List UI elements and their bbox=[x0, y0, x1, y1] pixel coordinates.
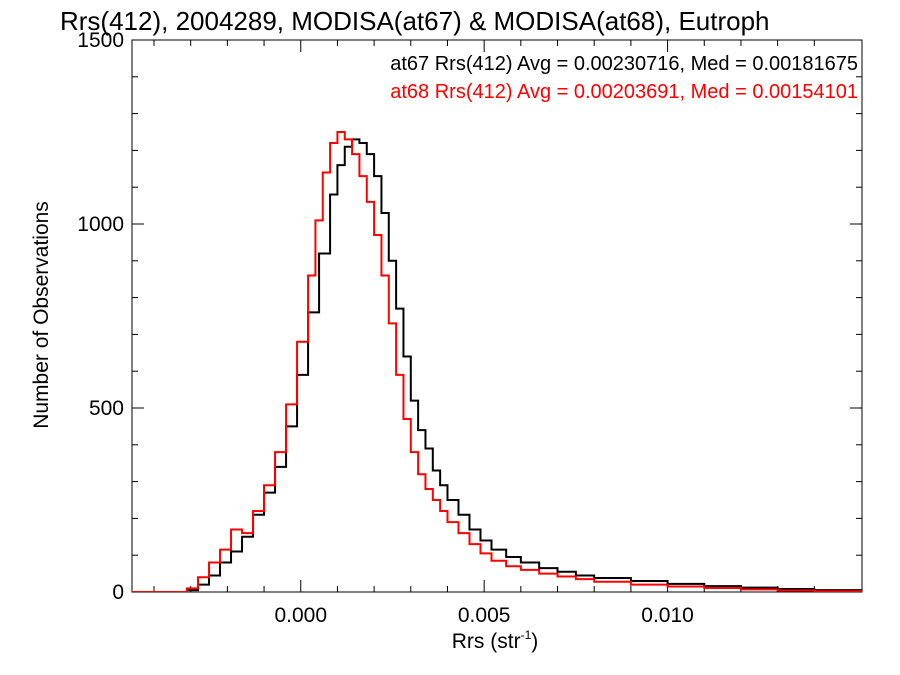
x-axis-label-main: Rrs (str bbox=[452, 630, 521, 653]
x-tick-label: 0.010 bbox=[641, 604, 694, 627]
x-axis-label-superscript: -1 bbox=[521, 628, 532, 642]
legend-entry-at67: at67 Rrs(412) Avg = 0.00230716, Med = 0.… bbox=[390, 53, 858, 75]
y-tick-label: 0 bbox=[112, 581, 124, 604]
series-layer bbox=[132, 131, 862, 592]
plot-border bbox=[131, 39, 863, 593]
axis-tick-labels: 0.000 0.005 0.010 0 500 1000 1500 bbox=[77, 29, 694, 627]
plot-frame bbox=[131, 39, 863, 593]
axis-ticks bbox=[132, 39, 862, 593]
x-axis-label: Rrs (str-1) bbox=[452, 628, 539, 653]
x-tick-label: 0.000 bbox=[274, 604, 327, 627]
legend-entry-at68: at68 Rrs(412) Avg = 0.00203691, Med = 0.… bbox=[390, 81, 858, 103]
y-tick-label: 1000 bbox=[77, 213, 124, 236]
chart-title: Rrs(412), 2004289, MODISA(at67) & MODISA… bbox=[60, 6, 770, 36]
y-tick-label: 1500 bbox=[77, 29, 124, 52]
x-axis-label-close: ) bbox=[531, 630, 538, 653]
y-tick-label: 500 bbox=[89, 397, 124, 420]
series-at68-histogram bbox=[132, 131, 862, 592]
y-axis-label: Number of Observations bbox=[30, 201, 53, 429]
series-at67-histogram bbox=[132, 138, 862, 592]
x-tick-label: 0.005 bbox=[458, 604, 511, 627]
